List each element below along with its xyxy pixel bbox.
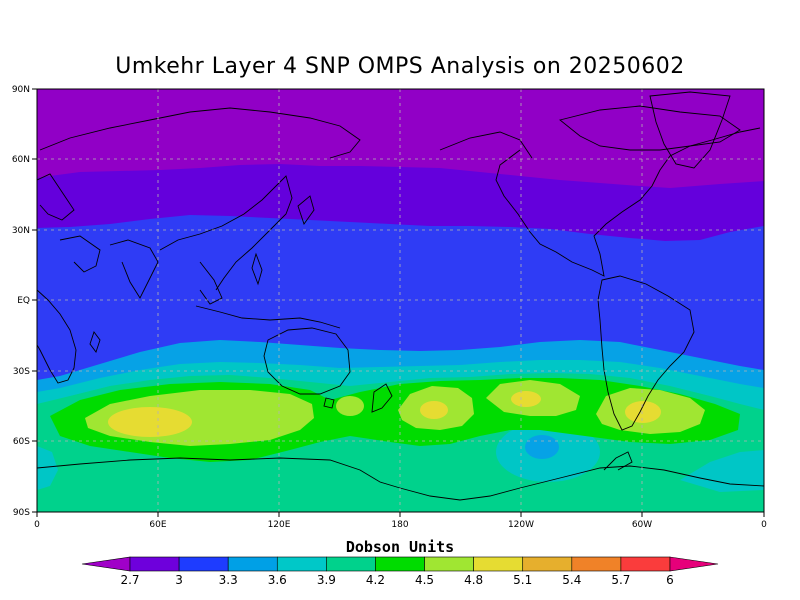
colorbar-tick-label: 3.6 [268,573,287,587]
colorbar-swatch [276,556,327,572]
colorbar-title: Dobson Units [346,538,454,556]
coastline-indochina [199,261,223,305]
colorbar-swatch [473,556,524,572]
lon-label-0-right: 0 [761,520,767,530]
ozone-field [37,89,764,512]
contour-patch-3-6-south [525,435,559,459]
colorbar-tick-label: 3 [175,573,183,587]
coastline-africa [37,289,77,384]
lat-label-90s: 90S [13,508,30,518]
contour-band-2-7 [37,89,764,188]
colorbar-tick-label: 5.7 [611,573,630,587]
lon-label-120w: 120W [508,520,534,530]
colorbar-tick-label: 5.1 [513,573,532,587]
colorbar-swatch [522,556,573,572]
lat-label-eq: EQ [17,296,30,306]
coastline-japan [297,195,315,225]
colorbar-tick-label: 4.8 [464,573,483,587]
coastline-madagascar [89,331,101,353]
colorbar-tick-label: 2.7 [120,573,139,587]
lon-label-0-left: 0 [34,520,40,530]
colorbar-swatch [424,556,474,572]
map-title: Umkehr Layer 4 SNP OMPS Analysis on 2025… [115,54,685,79]
lon-label-60e: 60E [149,520,166,530]
colorbar-tick-label: 6 [666,573,674,587]
lat-label-60n: 60N [12,155,30,165]
colorbar-swatch [178,556,229,572]
colorbar-swatch [129,556,180,572]
colorbar-swatch [375,556,425,572]
coastline-india [109,239,159,299]
colorbar-arrow-low [81,556,131,572]
lon-label-120e: 120E [268,520,291,530]
coastline-alaska [439,131,533,159]
colorbar: Dobson Units 2.7 3 3.3 3.6 3.9 4.2 4.5 4.8 5.1 5.… [81,538,719,587]
coastline-tasmania [323,397,335,409]
lat-label-30n: 30N [12,226,30,236]
colorbar-swatch [620,556,671,572]
colorbar-arrow-high [669,556,719,572]
coastlines [37,91,764,501]
contour-core-5-1-d [625,401,661,423]
colorbar-swatch [326,556,376,572]
contour-core-5-1-b [420,401,448,419]
coastline-indonesia [195,305,341,329]
coastline-east-asia [159,175,293,291]
contour-core-5-1-a [108,407,192,437]
contour-patch-3-9-west [37,446,58,490]
coastline-north-america [495,127,761,277]
tick-marks [32,88,765,517]
lat-label-90n: 90N [12,85,30,95]
colorbar-labels: 2.7 3 3.3 3.6 3.9 4.2 4.5 4.8 5.1 5.4 5.7 6 [120,573,673,587]
colorbar-swatch [227,556,278,572]
lon-label-180: 180 [391,520,408,530]
coastline-europe [37,173,75,221]
longitude-labels: 0 60E 120E 180 120W 60W 0 [34,520,767,530]
gridlines [37,89,764,512]
latitude-labels: 90N 60N 30N EQ 30S 60S 90S [12,85,30,518]
coastline-philippines [251,252,263,286]
colorbar-tick-label: 4.2 [366,573,385,587]
colorbar-swatch [571,556,622,572]
coastline-asia-north [39,107,361,159]
coastline-south-america [597,275,695,431]
lat-label-60s: 60S [13,437,30,447]
colorbar-tick-label: 3.9 [317,573,336,587]
contour-region-4-8-b [336,396,364,416]
coastline-arabia [59,235,101,273]
colorbar-tick-label: 5.4 [562,573,581,587]
colorbar-tick-label: 4.5 [415,573,434,587]
coastline-antarctic-peninsula [603,451,633,471]
lat-label-30s: 30S [13,367,30,377]
lon-label-60w: 60W [632,520,652,530]
coastline-new-zealand [371,383,393,413]
coastline-antarctica [37,457,764,501]
contour-core-5-1-c [511,391,541,407]
contour-patch-3-9-east [680,450,764,492]
coastline-arctic-islands [559,105,741,151]
colorbar-tick-label: 3.3 [219,573,238,587]
colorbar-swatches [81,556,719,572]
coastline-australia [263,327,351,395]
